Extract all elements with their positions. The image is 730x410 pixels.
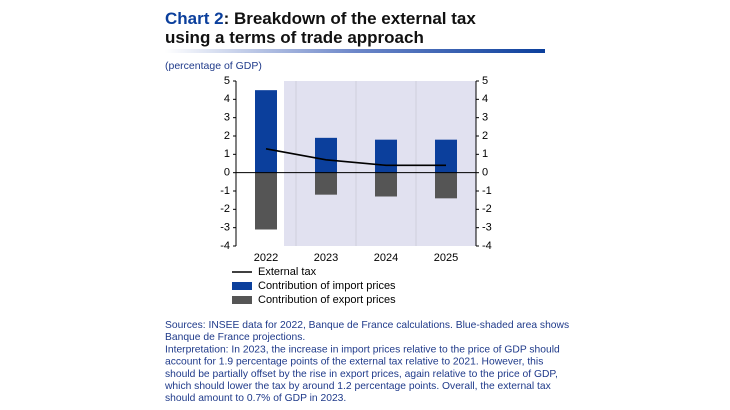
bar [375, 139, 397, 173]
legend-swatch [232, 282, 252, 290]
legend-label: Contribution of export prices [258, 294, 396, 306]
y-tick-label: 3 [224, 112, 230, 124]
legend-label: External tax [258, 266, 317, 278]
y-tick-label: -4 [220, 240, 230, 252]
bar [315, 137, 337, 173]
y2-tick-label: -4 [482, 240, 492, 252]
y2-tick-label: 0 [482, 167, 488, 179]
title-rule [165, 49, 545, 53]
title-label: Chart 2 [165, 9, 224, 28]
x-tick-label: 2025 [434, 252, 458, 264]
note: which should lower the tax by around 1.2… [164, 381, 552, 392]
legend-label: Contribution of import prices [258, 280, 396, 292]
note: Interpretation: In 2023, the increase in… [165, 344, 560, 355]
bar [435, 139, 457, 173]
y2-tick-label: 5 [482, 75, 488, 87]
y2-tick-label: -1 [482, 185, 492, 197]
y-tick-label: -2 [220, 203, 230, 215]
y-tick-label: -3 [220, 222, 230, 234]
bar [255, 90, 277, 173]
y-tick-label: -1 [220, 185, 230, 197]
bar [435, 172, 457, 199]
legend-swatch [232, 296, 252, 304]
y2-tick-label: -3 [482, 222, 492, 234]
y-tick-label: 4 [224, 93, 230, 105]
note: should be partially offset by the rise i… [165, 369, 558, 380]
bar [315, 172, 337, 195]
x-tick-label: 2023 [314, 252, 338, 264]
note: Sources: INSEE data for 2022, Banque de … [165, 320, 569, 331]
x-tick-label: 2024 [374, 252, 398, 264]
x-tick-label: 2022 [254, 252, 278, 264]
y2-tick-label: 3 [482, 112, 488, 124]
line [265, 148, 446, 167]
bar [255, 172, 277, 230]
note: Banque de France projections. [165, 332, 305, 343]
note: account for 1.9 percentage points of the… [165, 357, 543, 368]
y2-tick-label: 2 [482, 130, 488, 142]
y2-tick-label: 4 [482, 93, 488, 105]
note: should amount to 0.7% of GDP in 2023. [165, 393, 346, 404]
y-axis-label: (percentage of GDP) [165, 60, 262, 72]
chart-title: Chart 2: Breakdown of the external tax [165, 9, 476, 28]
y2-tick-label: -2 [482, 203, 492, 215]
y-tick-label: 5 [224, 75, 230, 87]
y-tick-label: 0 [224, 167, 230, 179]
y-tick-label: 2 [224, 130, 230, 142]
bar [375, 172, 397, 197]
y-tick-label: 1 [224, 148, 230, 160]
y2-tick-label: 1 [482, 148, 488, 160]
title-line: : Breakdown of the external tax [224, 9, 477, 28]
chart-title: using a terms of trade approach [165, 28, 424, 47]
